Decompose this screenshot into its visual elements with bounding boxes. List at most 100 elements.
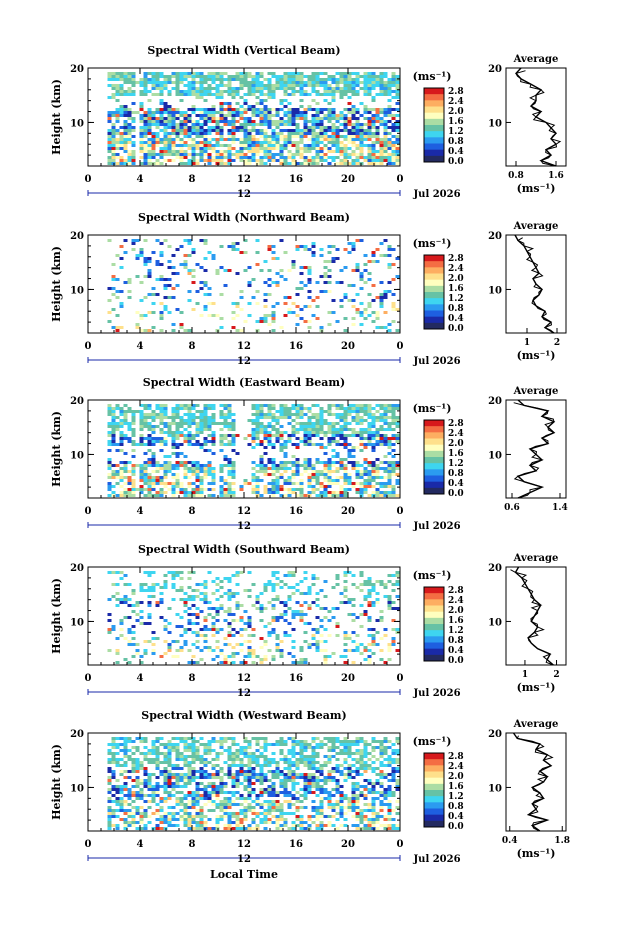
heatmap-cell bbox=[355, 108, 360, 111]
heatmap-cell bbox=[383, 296, 388, 299]
heatmap-cell bbox=[363, 254, 368, 257]
heatmap-cell bbox=[171, 407, 176, 410]
heatmap-cell bbox=[199, 818, 204, 821]
heatmap-cell bbox=[203, 443, 208, 446]
heatmap-cell bbox=[251, 488, 256, 491]
heatmap-cell bbox=[219, 491, 224, 494]
heatmap-cell bbox=[315, 102, 320, 105]
heatmap-cell bbox=[315, 78, 320, 81]
heatmap-cell bbox=[163, 619, 168, 622]
heatmap-cell bbox=[187, 803, 192, 806]
heatmap-cell bbox=[119, 114, 124, 117]
heatmap-cell bbox=[307, 485, 312, 488]
heatmap-cell bbox=[291, 616, 296, 619]
heatmap-cell bbox=[379, 485, 384, 488]
heatmap-cell bbox=[375, 619, 380, 622]
date-tick-label: 12 bbox=[237, 521, 251, 532]
heatmap-cell bbox=[147, 758, 152, 761]
heatmap-cell bbox=[223, 150, 228, 153]
heatmap-cell bbox=[283, 416, 288, 419]
heatmap-cell bbox=[335, 120, 340, 123]
heatmap-cell bbox=[279, 449, 284, 452]
heatmap-cell bbox=[147, 132, 152, 135]
heatmap-cell bbox=[111, 737, 116, 740]
heatmap-cell bbox=[243, 144, 248, 147]
heatmap-cell bbox=[267, 649, 272, 652]
heatmap-cell bbox=[307, 248, 312, 251]
heatmap-cell bbox=[255, 96, 260, 99]
heatmap-cell bbox=[379, 482, 384, 485]
heatmap-cell bbox=[119, 619, 124, 622]
y-tick-label: 10 bbox=[70, 617, 84, 628]
heatmap-cell bbox=[159, 404, 164, 407]
heatmap-cell bbox=[207, 93, 212, 96]
heatmap-cell bbox=[203, 746, 208, 749]
heatmap-cell bbox=[271, 628, 276, 631]
heatmap-cell bbox=[127, 776, 132, 779]
heatmap-cell bbox=[235, 652, 240, 655]
profile-title: Average bbox=[513, 54, 559, 65]
heatmap-cell bbox=[115, 99, 120, 102]
heatmap-cell bbox=[255, 428, 260, 431]
heatmap-cell bbox=[123, 574, 128, 577]
heatmap-cell bbox=[191, 275, 196, 278]
heatmap-cell bbox=[163, 818, 168, 821]
heatmap-cell bbox=[351, 269, 356, 272]
heatmap-cell bbox=[303, 114, 308, 117]
x-tick-label: 12 bbox=[237, 341, 251, 352]
heatmap-cell bbox=[315, 404, 320, 407]
heatmap-cell bbox=[315, 141, 320, 144]
heatmap-cell bbox=[111, 129, 116, 132]
heatmap-cell bbox=[207, 111, 212, 114]
heatmap-cell bbox=[199, 470, 204, 473]
heatmap-cell bbox=[379, 90, 384, 93]
heatmap-cell bbox=[127, 78, 132, 81]
heatmap-cell bbox=[227, 622, 232, 625]
heatmap-cell bbox=[211, 404, 216, 407]
heatmap-cell bbox=[263, 105, 268, 108]
heatmap-cell bbox=[119, 449, 124, 452]
heatmap-cell bbox=[211, 105, 216, 108]
heatmap-cell bbox=[175, 467, 180, 470]
x-tick-label: 0 bbox=[85, 506, 92, 517]
heatmap-cell bbox=[283, 604, 288, 607]
heatmap-cell bbox=[163, 467, 168, 470]
heatmap-cell bbox=[191, 818, 196, 821]
heatmap-cell bbox=[207, 422, 212, 425]
heatmap-cell bbox=[227, 461, 232, 464]
heatmap-cell bbox=[363, 81, 368, 84]
heatmap-cell bbox=[363, 90, 368, 93]
heatmap-cell bbox=[155, 159, 160, 162]
heatmap-cell bbox=[343, 248, 348, 251]
heatmap-cell bbox=[115, 470, 120, 473]
heatmap-cell bbox=[351, 108, 356, 111]
colorbar-swatch bbox=[424, 642, 444, 650]
heatmap-cell bbox=[387, 93, 392, 96]
heatmap-cell bbox=[367, 159, 372, 162]
heatmap-cell bbox=[359, 150, 364, 153]
heatmap-cell bbox=[387, 437, 392, 440]
heatmap-cell bbox=[139, 767, 144, 770]
heatmap-cell bbox=[287, 114, 292, 117]
heatmap-cell bbox=[203, 153, 208, 156]
heatmap-cell bbox=[351, 93, 356, 96]
heatmap-cell bbox=[203, 803, 208, 806]
heatmap-cell bbox=[179, 422, 184, 425]
heatmap-cell bbox=[199, 111, 204, 114]
heatmap-cell bbox=[167, 755, 172, 758]
heatmap-cell bbox=[359, 123, 364, 126]
heatmap-cell bbox=[279, 410, 284, 413]
heatmap-cell bbox=[207, 138, 212, 141]
heatmap-cell bbox=[191, 661, 196, 664]
heatmap-cell bbox=[347, 141, 352, 144]
heatmap-cell bbox=[187, 607, 192, 610]
heatmap-cell bbox=[143, 114, 148, 117]
heatmap-cell bbox=[363, 132, 368, 135]
heatmap-cell bbox=[211, 257, 216, 260]
heatmap-cell bbox=[359, 416, 364, 419]
heatmap-cell bbox=[215, 126, 220, 129]
heatmap-cell bbox=[331, 156, 336, 159]
heatmap-cell bbox=[319, 147, 324, 150]
heatmap-cell bbox=[159, 407, 164, 410]
heatmap-cell bbox=[339, 592, 344, 595]
